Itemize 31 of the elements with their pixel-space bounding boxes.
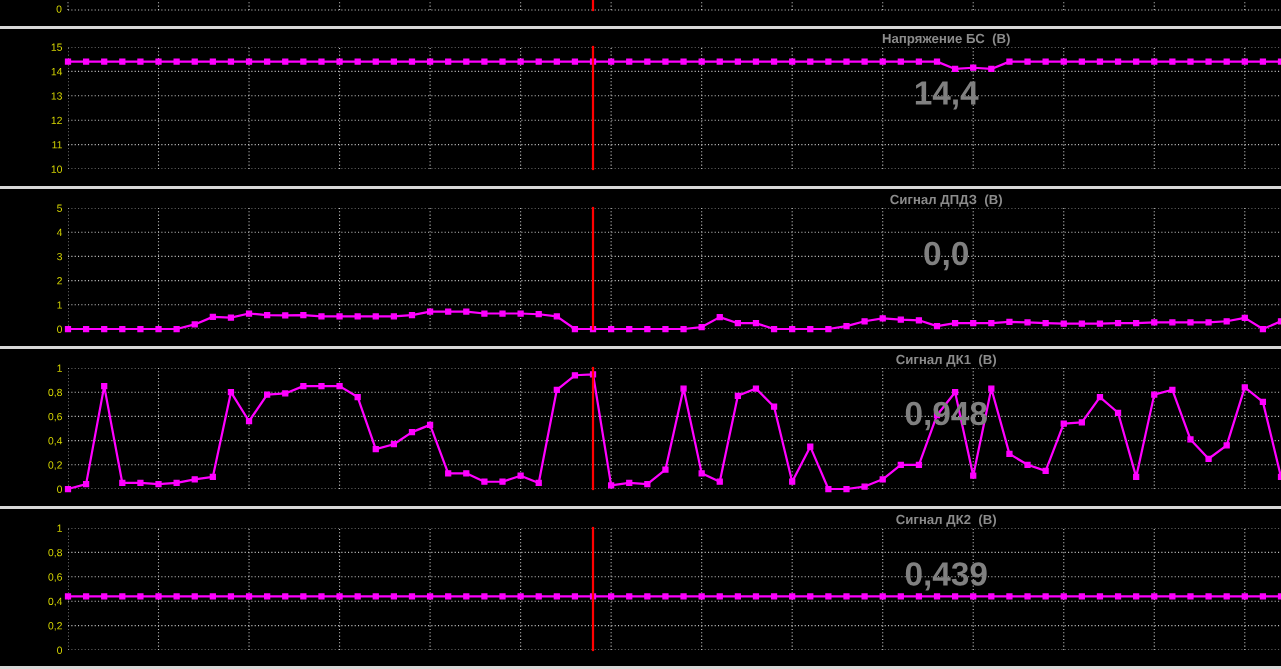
y-tick-label: 1: [57, 524, 62, 532]
y-tick-label: 0,6: [48, 412, 62, 422]
annotation: 14,4: [915, 81, 979, 110]
y-tick-label: 0,6: [48, 573, 62, 582]
y-tick-label: 15: [51, 43, 63, 51]
chart-title: Сигнал ДПДЗ (В): [890, 194, 1002, 207]
y-tick-label: 3: [57, 252, 62, 261]
chart-title: Сигнал ДК2 (В): [896, 514, 997, 527]
y-tick-label: 2: [57, 277, 62, 285]
y-tick-label: 1: [57, 301, 62, 309]
y-tick-label: 0,2: [48, 622, 62, 631]
y-tick-label: 0: [57, 646, 63, 654]
y-tick-label: 14: [51, 68, 63, 76]
y-tick-label: 0,4: [48, 597, 63, 607]
y-tick-label: 0: [57, 485, 63, 493]
y-tick-label: 0,2: [48, 461, 62, 470]
annotation: 0,439: [905, 562, 987, 591]
y-tick-label: 0,8: [48, 548, 62, 558]
y-tick-label: 0: [57, 325, 63, 333]
y-tick-label: 1: [57, 364, 62, 372]
y-tick-label: 12: [51, 116, 62, 124]
y-tick-label: 10: [51, 165, 63, 173]
chart-title: Напряжение БС (В): [882, 33, 1010, 46]
y-tick-label: 13: [51, 92, 62, 100]
annotation: 0,0: [924, 241, 969, 271]
y-tick-label: 0,4: [48, 437, 63, 446]
y-tick-label: 4: [56, 228, 63, 236]
chart-title: Сигнал ДК1 (В): [896, 354, 997, 367]
y-tick-label: 0,8: [48, 388, 62, 398]
y-tick-label: 5: [57, 204, 63, 212]
y-tick-label: 11: [52, 141, 62, 149]
